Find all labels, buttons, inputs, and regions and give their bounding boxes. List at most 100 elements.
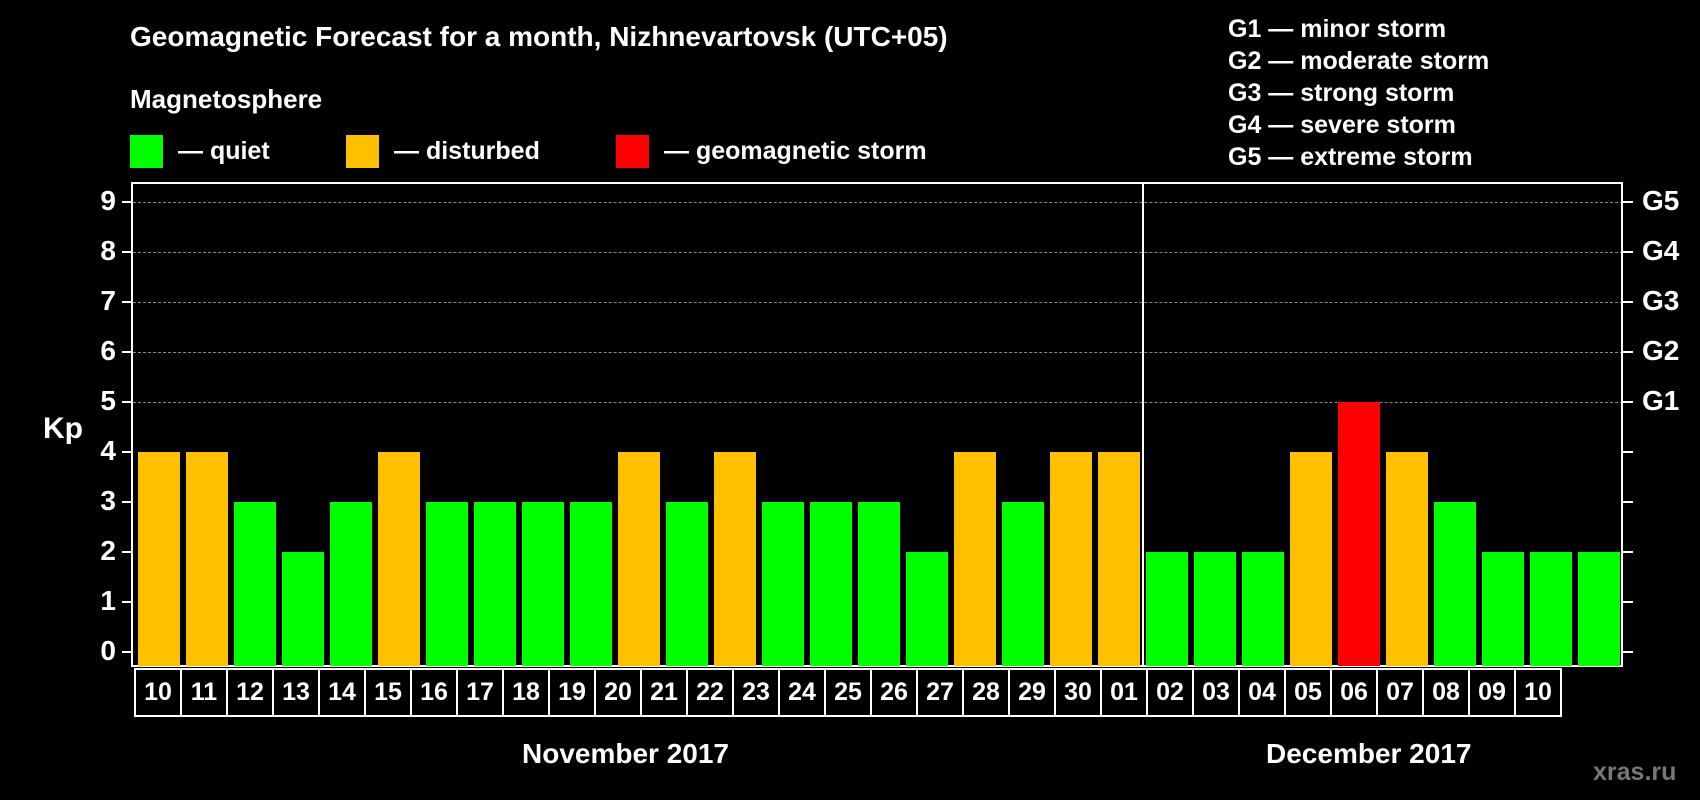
bar-disturbed xyxy=(954,452,996,666)
y-tick xyxy=(122,651,132,653)
bar-quiet xyxy=(1530,552,1572,666)
bar-disturbed xyxy=(1386,452,1428,666)
y-tick-label: 3 xyxy=(100,485,116,516)
bar-disturbed xyxy=(138,452,180,666)
date-cell: 24 xyxy=(778,668,826,717)
bar-quiet xyxy=(1002,502,1044,666)
bar-quiet xyxy=(1578,552,1620,666)
bar-quiet xyxy=(426,502,468,666)
bar-quiet xyxy=(1434,502,1476,666)
legend-storm: — geomagnetic storm xyxy=(616,135,927,168)
chart-title: Geomagnetic Forecast for a month, Nizhne… xyxy=(130,21,948,52)
gridline xyxy=(133,302,1623,303)
date-cell: 07 xyxy=(1376,668,1424,717)
bar-quiet xyxy=(1242,552,1284,666)
right-tick xyxy=(1623,451,1633,453)
date-cell: 17 xyxy=(456,668,504,717)
y-tick xyxy=(122,251,132,253)
storm-scale-legend: G1 — minor storm G2 — moderate storm G3 … xyxy=(1228,13,1489,173)
month-divider xyxy=(1142,183,1144,667)
date-cell: 05 xyxy=(1284,668,1332,717)
gridline xyxy=(133,402,1623,403)
bar-quiet xyxy=(1146,552,1188,666)
storm-scale-g4: G4 — severe storm xyxy=(1228,111,1456,139)
bar-disturbed xyxy=(714,452,756,666)
y-tick-label: 4 xyxy=(100,435,116,466)
legend-quiet-label: — quiet xyxy=(178,137,270,165)
bar-quiet xyxy=(1482,552,1524,666)
y-tick-label: 9 xyxy=(100,185,116,216)
date-cell: 22 xyxy=(686,668,734,717)
date-cell: 30 xyxy=(1054,668,1102,717)
date-cell: 02 xyxy=(1146,668,1194,717)
gridline xyxy=(133,252,1623,253)
right-tick xyxy=(1623,551,1633,553)
legend-disturbed: — disturbed xyxy=(346,135,540,168)
right-tick xyxy=(1623,301,1633,303)
bar-disturbed xyxy=(186,452,228,666)
gridline xyxy=(133,352,1623,353)
bar-disturbed xyxy=(1290,452,1332,666)
plot-area xyxy=(131,182,1623,667)
bar-quiet xyxy=(234,502,276,666)
right-tick xyxy=(1623,501,1633,503)
legend-heading: Magnetosphere xyxy=(130,84,323,114)
bar-disturbed xyxy=(1050,452,1092,666)
right-tick xyxy=(1623,401,1633,403)
y-tick-label: 2 xyxy=(100,535,116,566)
y-tick-label: 8 xyxy=(100,235,116,266)
bar-quiet xyxy=(330,502,372,666)
date-cell: 13 xyxy=(272,668,320,717)
bar-disturbed xyxy=(1098,452,1140,666)
g-scale-label: G4 xyxy=(1642,235,1680,266)
date-cell: 01 xyxy=(1100,668,1148,717)
date-cell: 23 xyxy=(732,668,780,717)
bar-quiet xyxy=(570,502,612,666)
bar-quiet xyxy=(810,502,852,666)
date-cell: 26 xyxy=(870,668,918,717)
date-cell: 21 xyxy=(640,668,688,717)
y-tick xyxy=(122,351,132,353)
storm-scale-g1: G1 — minor storm xyxy=(1228,15,1447,43)
y-tick xyxy=(122,601,132,603)
date-cell: 16 xyxy=(410,668,458,717)
date-cell: 15 xyxy=(364,668,412,717)
disturbed-swatch xyxy=(346,135,379,168)
g-scale-label: G5 xyxy=(1642,185,1680,216)
storm-swatch xyxy=(616,135,649,168)
g-scale-label: G1 xyxy=(1642,385,1680,416)
right-tick xyxy=(1623,351,1633,353)
y-tick xyxy=(122,301,132,303)
bar-quiet xyxy=(906,552,948,666)
month-label-november: November 2017 xyxy=(522,738,730,769)
date-cell: 25 xyxy=(824,668,872,717)
g-scale-label: G3 xyxy=(1642,285,1680,316)
date-cell: 29 xyxy=(1008,668,1056,717)
bar-quiet xyxy=(762,502,804,666)
y-tick-label: 6 xyxy=(100,335,116,366)
date-cell: 18 xyxy=(502,668,550,717)
date-cell: 19 xyxy=(548,668,596,717)
watermark: xras.ru xyxy=(1593,758,1677,786)
bar-quiet xyxy=(858,502,900,666)
bar-quiet xyxy=(666,502,708,666)
date-cell: 10 xyxy=(1514,668,1562,717)
y-tick xyxy=(122,401,132,403)
bar-storm xyxy=(1338,402,1380,666)
y-tick-label: 5 xyxy=(100,385,116,416)
date-axis: 10 11 12 13 14 15 16 17 18 19 20 21 22 23 24 25 26 27 28 29… xyxy=(134,668,1562,717)
legend-quiet: — quiet xyxy=(130,135,270,168)
date-cell: 11 xyxy=(180,668,228,717)
storm-scale-g3: G3 — strong storm xyxy=(1228,79,1455,107)
bar-quiet xyxy=(1194,552,1236,666)
date-cell: 12 xyxy=(226,668,274,717)
date-cell: 27 xyxy=(916,668,964,717)
y-tick xyxy=(122,501,132,503)
storm-scale-g5: G5 — extreme storm xyxy=(1228,143,1473,171)
right-tick xyxy=(1623,601,1633,603)
legend-disturbed-label: — disturbed xyxy=(394,137,540,165)
date-cell: 14 xyxy=(318,668,366,717)
bar-disturbed xyxy=(378,452,420,666)
right-tick xyxy=(1623,251,1633,253)
bar-quiet xyxy=(474,502,516,666)
